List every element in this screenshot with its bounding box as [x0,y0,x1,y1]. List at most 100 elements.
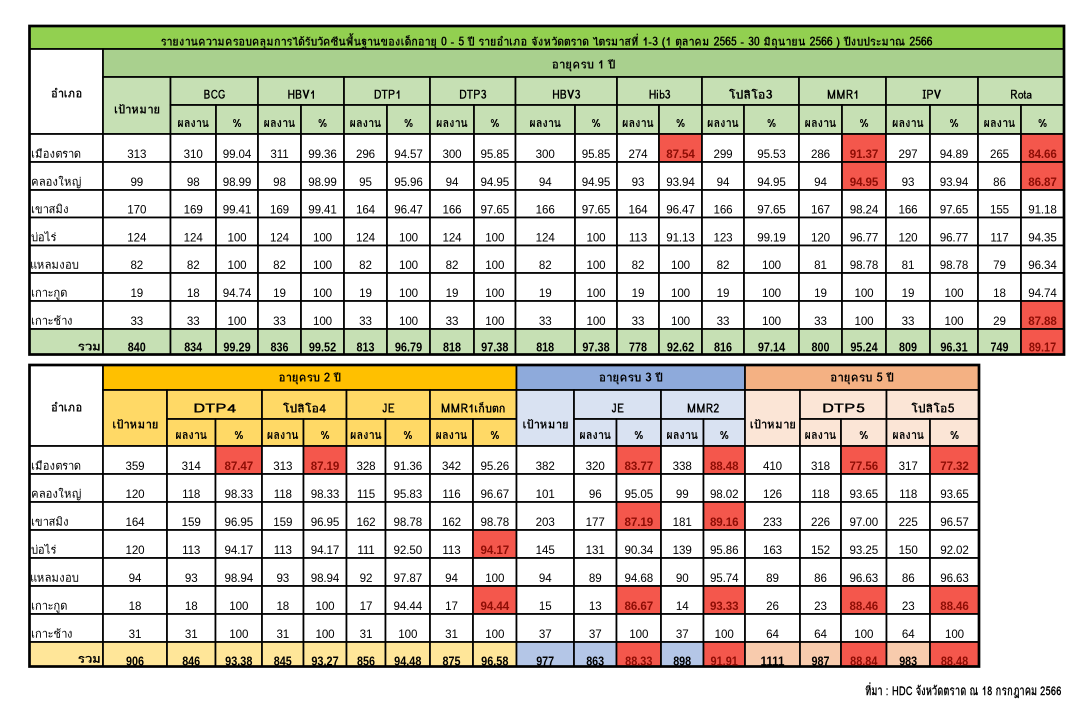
svg-text:23: 23 [814,600,827,613]
svg-text:37: 37 [539,628,552,641]
svg-text:97.14: 97.14 [758,340,786,355]
svg-text:100: 100 [485,315,504,328]
svg-text:19: 19 [539,287,552,300]
svg-text:96.63: 96.63 [850,572,879,585]
svg-text:86.67: 86.67 [625,600,654,613]
svg-text:93.25: 93.25 [850,544,879,557]
svg-text:19: 19 [446,287,459,300]
svg-text:31: 31 [129,628,142,641]
svg-text:86: 86 [814,572,827,585]
svg-text:382: 382 [536,460,555,473]
svg-text:313: 313 [127,148,146,161]
svg-text:100: 100 [854,315,873,328]
svg-text:818: 818 [536,340,554,355]
svg-text:23: 23 [902,600,915,613]
svg-text:100: 100 [671,287,690,300]
svg-text:37: 37 [676,628,689,641]
svg-text:18: 18 [185,600,198,613]
svg-text:124: 124 [442,231,462,244]
svg-text:800: 800 [812,340,830,355]
svg-text:265: 265 [990,148,1009,161]
svg-text:95.83: 95.83 [394,488,423,501]
svg-text:86: 86 [902,572,915,585]
svg-text:813: 813 [357,340,375,355]
svg-text:87.54: 87.54 [666,148,695,161]
svg-text:97.87: 97.87 [394,572,423,585]
svg-text:82: 82 [632,259,645,272]
svg-text:90: 90 [676,572,689,585]
svg-text:100: 100 [313,287,332,300]
svg-text:100: 100 [227,315,246,328]
svg-text:82: 82 [539,259,552,272]
svg-text:96.57: 96.57 [940,516,969,529]
svg-text:19: 19 [359,287,372,300]
svg-text:94.95: 94.95 [481,176,510,189]
svg-text:64: 64 [766,628,779,641]
svg-text:98: 98 [273,176,286,189]
svg-text:100: 100 [586,315,605,328]
svg-text:83.77: 83.77 [625,460,654,473]
svg-text:86.87: 86.87 [1028,176,1057,189]
svg-text:94: 94 [539,572,552,585]
svg-text:320: 320 [586,460,605,473]
svg-text:96.77: 96.77 [850,231,879,244]
svg-text:100: 100 [315,628,334,641]
svg-text:846: 846 [182,653,200,668]
svg-text:113: 113 [442,544,460,557]
svg-text:86: 86 [993,176,1006,189]
svg-text:98.33: 98.33 [225,488,254,501]
svg-text:100: 100 [762,259,781,272]
svg-text:95.26: 95.26 [481,460,510,473]
svg-text:97.65: 97.65 [582,203,611,216]
svg-text:96.47: 96.47 [394,203,423,216]
svg-text:100: 100 [762,287,781,300]
svg-text:139: 139 [673,544,692,557]
svg-text:875: 875 [443,653,461,668]
svg-text:19: 19 [902,287,915,300]
svg-text:233: 233 [763,516,782,529]
svg-text:96.77: 96.77 [940,231,969,244]
svg-text:93.65: 93.65 [940,488,969,501]
svg-text:296: 296 [356,148,375,161]
svg-text:100: 100 [945,628,964,641]
svg-text:91.36: 91.36 [394,460,423,473]
svg-text:124: 124 [127,231,147,244]
svg-text:111: 111 [357,544,374,557]
svg-text:87.88: 87.88 [1028,315,1057,328]
svg-text:120: 120 [125,544,144,557]
svg-text:120: 120 [811,231,830,244]
svg-text:150: 150 [899,544,918,557]
svg-text:95.74: 95.74 [710,572,739,585]
svg-text:100: 100 [398,628,417,641]
svg-text:91.91: 91.91 [711,653,738,668]
svg-text:99: 99 [676,488,689,501]
svg-text:94.17: 94.17 [311,544,340,557]
svg-text:99.41: 99.41 [223,203,252,216]
svg-text:89.16: 89.16 [710,516,739,529]
svg-text:29: 29 [993,315,1006,328]
svg-text:120: 120 [125,488,144,501]
svg-text:100: 100 [485,572,504,585]
svg-text:92.62: 92.62 [667,340,694,355]
svg-text:19: 19 [273,287,286,300]
svg-text:181: 181 [673,516,692,529]
svg-text:97.65: 97.65 [481,203,510,216]
svg-text:82: 82 [446,259,459,272]
svg-text:100: 100 [399,315,418,328]
svg-text:33: 33 [359,315,372,328]
svg-text:95.05: 95.05 [625,488,654,501]
svg-text:99.29: 99.29 [223,340,250,355]
svg-text:177: 177 [586,516,605,529]
svg-text:92.02: 92.02 [940,544,969,557]
svg-text:116: 116 [442,488,460,501]
svg-text:93.33: 93.33 [710,600,739,613]
svg-text:31: 31 [360,628,373,641]
svg-text:1111: 1111 [761,653,785,668]
svg-text:94.17: 94.17 [225,544,254,557]
svg-text:96.95: 96.95 [311,516,340,529]
svg-text:94.89: 94.89 [940,148,969,161]
svg-text:94: 94 [539,176,552,189]
svg-text:94.44: 94.44 [481,600,510,613]
svg-text:313: 313 [273,460,292,473]
svg-text:96.58: 96.58 [481,653,508,668]
